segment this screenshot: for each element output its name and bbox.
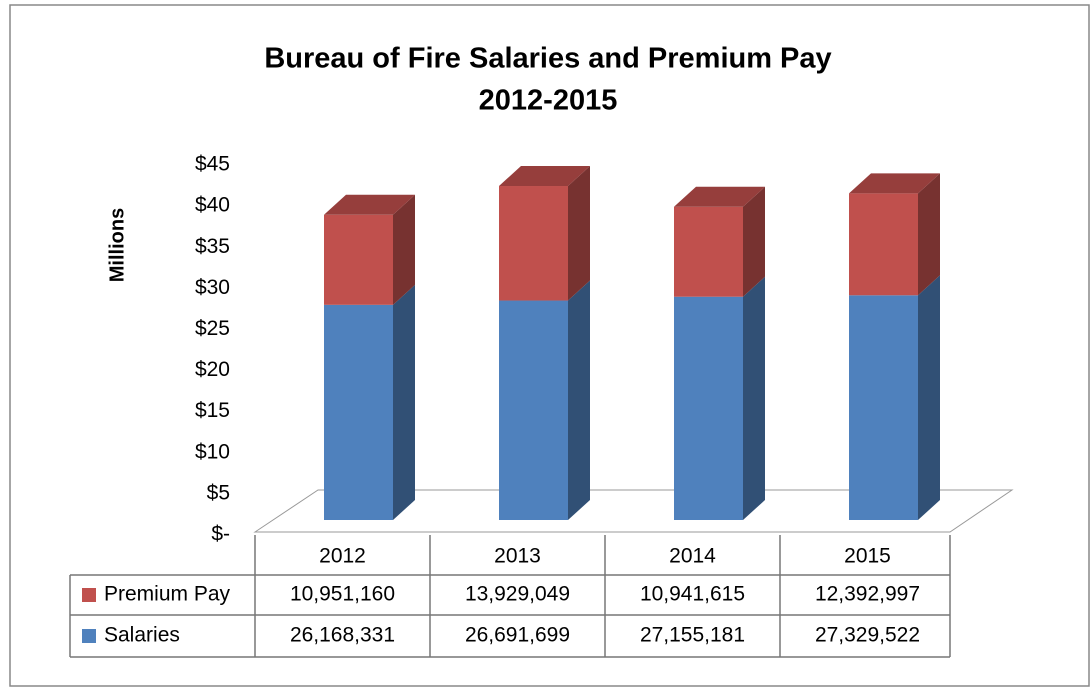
y-tick-label: $5	[207, 481, 230, 504]
floor	[253, 489, 1014, 533]
bar-side	[743, 276, 765, 520]
table-cell: 27,329,522	[815, 624, 920, 647]
bar-side	[918, 173, 940, 296]
chart-subtitle: 2012-2015	[479, 85, 618, 117]
bar-side	[918, 275, 940, 520]
table-cell: 10,941,615	[640, 583, 745, 606]
y-tick-label: $25	[195, 317, 230, 340]
x-tick-label: 2012	[319, 545, 366, 568]
chart-title: Bureau of Fire Salaries and Premium Pay	[264, 43, 831, 75]
bar-side	[568, 166, 590, 301]
y-tick-label: $30	[195, 276, 230, 299]
y-tick-label: $10	[195, 440, 230, 463]
legend-label: Salaries	[104, 624, 180, 647]
legend-swatch	[82, 588, 96, 602]
bar	[849, 193, 918, 296]
y-tick-label: $20	[195, 358, 230, 381]
x-tick-label: 2015	[844, 545, 891, 568]
bar	[324, 304, 393, 520]
x-tick-label: 2014	[669, 545, 716, 568]
bar-top	[324, 194, 415, 215]
y-axis-label: Millions	[106, 208, 128, 282]
table-cell: 26,691,699	[465, 624, 570, 647]
y-tick-label: $-	[211, 523, 230, 546]
legend-swatch	[82, 629, 96, 643]
bar	[499, 300, 568, 520]
y-tick-label: $35	[195, 235, 230, 258]
bar-top	[674, 186, 765, 207]
table-cell: 26,168,331	[290, 624, 395, 647]
table-cell: 12,392,997	[815, 583, 920, 606]
y-tick-label: $15	[195, 399, 230, 422]
bar-side	[743, 186, 765, 297]
bar	[674, 206, 743, 297]
table-cell: 13,929,049	[465, 583, 570, 606]
x-tick-label: 2013	[494, 545, 541, 568]
bar-top	[499, 166, 590, 187]
table-cell: 10,951,160	[290, 583, 395, 606]
bar-side	[393, 194, 415, 305]
table-cell: 27,155,181	[640, 624, 745, 647]
y-tick-label: $45	[195, 153, 230, 176]
legend-label: Premium Pay	[104, 583, 231, 606]
y-tick-label: $40	[195, 194, 230, 217]
bar	[674, 296, 743, 520]
bar-side	[393, 284, 415, 520]
bar	[499, 186, 568, 301]
bar	[324, 214, 393, 305]
bar-top	[849, 173, 940, 194]
bar	[849, 295, 918, 520]
bar-side	[568, 280, 590, 520]
